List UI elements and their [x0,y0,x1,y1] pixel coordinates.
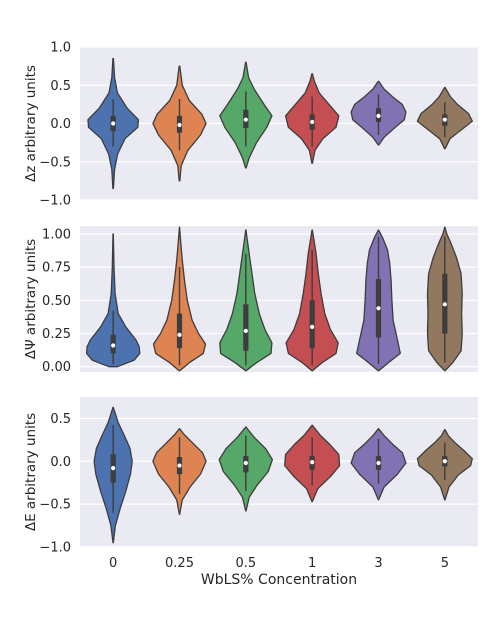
y-tick-label: 0.75 [42,261,71,276]
x-tick-label: 0 [109,556,117,571]
violin-0.25 [152,226,207,372]
panel-dpsi-violins [85,226,463,372]
violin-median-dot [243,328,248,333]
violin-median-dot [310,119,315,125]
violin-median-dot [442,302,447,307]
violin-median-dot [442,117,447,122]
panel-de-grid [80,417,478,548]
panel-de-y-ticks: 0.5 0.0 −0.5 −1.0 [39,412,71,556]
violin-0 [93,406,133,544]
y-tick-label: −1.0 [39,541,71,556]
violin-3 [350,80,407,146]
y-tick-label: −0.5 [39,155,71,170]
panel-de: 0.5 0.0 −0.5 −1.0 ΔE arbitrary units [23,397,478,556]
panel-dz-y-axis-label: Δz arbitrary units [23,65,39,182]
panel-dpsi-y-ticks: 1.00 0.75 0.50 0.25 0.00 [42,227,71,375]
violin-1 [284,424,341,503]
panel-dz: 1.0 0.5 0.0 −0.5 −1.0 Δz arbitrary units [23,41,478,209]
violin-median-dot [111,343,116,348]
violin-median-dot [310,324,315,329]
panel-dz-grid [80,46,478,201]
violin-median-dot [177,122,182,128]
violin-median-dot [310,460,315,465]
panel-dz-violins [87,57,473,190]
violin-0.5 [219,61,273,169]
violin-5 [416,86,473,150]
y-tick-label: 1.00 [42,227,71,242]
violin-median-dot [243,460,248,466]
x-tick-label: 0.25 [165,556,194,571]
y-tick-label: 0.25 [42,327,71,342]
y-tick-label: −1.0 [39,194,71,209]
panel-dpsi-grid [80,233,478,368]
y-tick-label: 0.0 [50,117,71,132]
x-tick-label: 5 [441,556,449,571]
violin-0.25 [152,65,207,182]
x-tick-label: 0.5 [235,556,256,571]
violin-5 [416,428,473,501]
violin-median-dot [177,332,182,337]
violin-3 [350,428,407,501]
violin-1 [284,73,340,164]
violin-body [85,233,141,368]
violin-median-dot [376,113,381,118]
violin-0 [85,233,141,368]
x-axis-label: WbLS% Concentration [201,572,357,588]
violin-3 [356,229,401,372]
violin-0.5 [218,426,274,512]
violin-median-dot [376,306,381,311]
y-tick-label: 0.50 [42,294,71,309]
violin-iqr-box [243,304,249,351]
violin-median-dot [376,460,381,466]
y-tick-label: 0.5 [50,412,71,427]
violin-1 [285,229,339,372]
panel-dpsi-y-axis-label: ΔΨ arbitrary units [23,239,39,359]
violin-0.25 [152,428,207,516]
violin-0.5 [219,229,273,372]
violin-median-dot [111,121,116,126]
violin-median-dot [243,117,248,122]
panel-de-background [80,397,478,547]
x-tick-label: 3 [374,556,382,571]
violin-median-dot [442,459,447,464]
y-tick-label: 1.0 [50,41,71,56]
panel-dpsi-background [80,226,478,372]
y-tick-label: −0.5 [39,498,71,513]
violin-median-dot [111,466,116,471]
violin-iqr-box [309,300,315,349]
y-tick-label: 0.0 [50,455,71,470]
violin-5 [426,226,463,372]
violin-0 [87,57,140,190]
panel-de-y-axis-label: ΔE arbitrary units [23,413,39,531]
x-tick-label: 1 [308,556,316,571]
panel-dpsi: 1.00 0.75 0.50 0.25 0.00 ΔΨ arbitrary units [23,226,478,375]
violin-median-dot [177,463,182,468]
x-axis-tick-labels: 0 0.25 0.5 1 3 5 [109,556,449,571]
panel-de-violins [93,406,473,544]
violin-iqr-box [176,313,183,349]
panel-dz-y-ticks: 1.0 0.5 0.0 −0.5 −1.0 [39,41,71,209]
y-tick-label: 0.5 [50,79,71,94]
y-tick-label: 0.00 [42,360,71,375]
